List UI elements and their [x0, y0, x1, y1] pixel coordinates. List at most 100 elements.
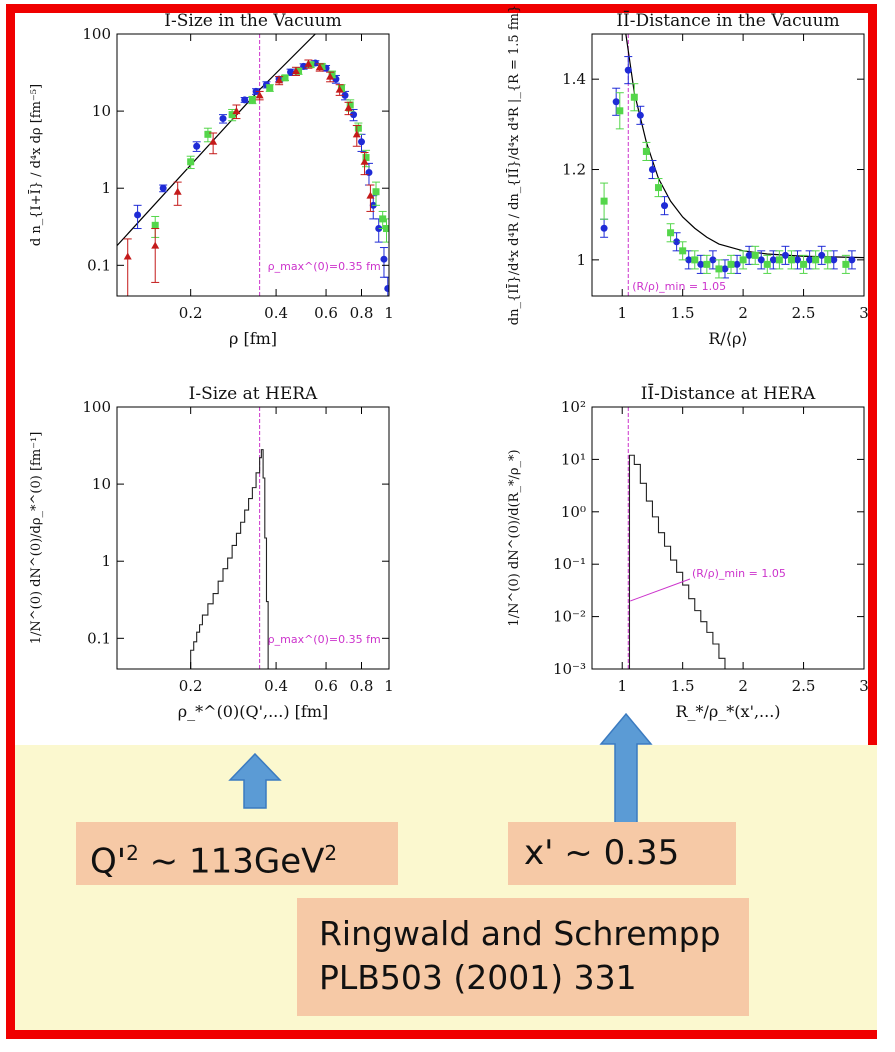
data-point: [654, 184, 662, 192]
data-point: [358, 138, 366, 146]
data-point: [350, 111, 358, 119]
data-point: [781, 251, 789, 259]
data-point: [304, 59, 313, 67]
data-point: [204, 130, 212, 138]
data-point: [812, 256, 820, 264]
up-arrow-icon-left: [228, 752, 282, 809]
data-point: [337, 84, 345, 92]
chart-p3: I-Size at HERA 0.2 0.4 0.6 0.8 1 0.1 1 10 100 ρ_*^…: [29, 384, 394, 721]
data-point: [219, 115, 227, 123]
y-axis-label: 1/N^(0) dN^(0)/dρ_*^(0) [fm⁻¹]: [29, 432, 44, 645]
data-point: [159, 184, 167, 192]
data-point: [800, 260, 808, 268]
data-point: [352, 130, 361, 138]
data-point: [769, 256, 777, 264]
annotation-label: ρ_max^(0)=0.35 fm: [268, 260, 381, 273]
x-tick-label: 2.5: [792, 304, 816, 322]
annotation-label: (R/ρ)_min = 1.05: [632, 280, 726, 293]
data-point: [384, 285, 389, 293]
data-point: [642, 147, 650, 155]
x-tick-label: 0.8: [350, 677, 374, 695]
data-point: [295, 67, 303, 75]
reference-line-2: PLB503 (2001) 331: [319, 958, 637, 997]
data-point: [824, 256, 832, 264]
data-point: [703, 260, 711, 268]
data-point: [691, 256, 699, 264]
data-point: [346, 101, 354, 109]
y-tick-label: 100: [82, 25, 111, 43]
chart-plot-area: [187, 407, 269, 669]
y-axis-label: dn_{IĪ}/d⁴x d⁴R / dn_{IĪ}/d⁴x d⁴R |_{R =…: [506, 5, 522, 326]
data-point: [187, 158, 195, 166]
annotation-label: ρ_max^(0)=0.35 fm: [268, 633, 381, 646]
data-point: [661, 202, 669, 210]
x-label-text: x' ~ 0.35: [524, 833, 680, 873]
x-tick-label: 1: [617, 304, 627, 322]
data-point: [806, 256, 814, 264]
data-point: [315, 63, 324, 71]
q2-label-rest: ~ 113GeV: [138, 841, 325, 882]
data-point: [787, 256, 795, 264]
chart-plot-area: [622, 407, 732, 669]
data-point: [630, 93, 638, 101]
chart-plot-area: [600, 34, 864, 296]
chart-title: I-Size in the Vacuum: [164, 11, 341, 31]
x-tick-label: 1.5: [671, 304, 695, 322]
data-point: [745, 251, 753, 259]
data-point: [648, 166, 656, 174]
data-point: [685, 256, 693, 264]
x-tick-label: 1: [384, 304, 394, 322]
data-point: [616, 107, 624, 115]
data-point: [636, 111, 644, 119]
y-tick-label: 10: [92, 475, 111, 493]
data-point: [291, 67, 300, 75]
chart-p4: IĪ-Distance at HERA 1 1.5 2 2.5 3 10⁻³ 10⁻² 10⁻¹…: [507, 383, 869, 721]
y-tick-label: 10: [92, 102, 111, 120]
data-point: [335, 85, 344, 93]
data-point: [733, 260, 741, 268]
data-point: [673, 238, 681, 246]
data-point: [380, 255, 388, 263]
data-point: [757, 256, 765, 264]
data-point: [697, 260, 705, 268]
data-point: [318, 62, 326, 70]
y-tick-label: 1: [101, 552, 111, 570]
data-point: [266, 84, 274, 92]
data-point: [624, 66, 632, 74]
x-tick-label: 0.8: [350, 304, 374, 322]
data-point: [281, 74, 289, 82]
chart-frame: [116, 406, 390, 670]
y-tick-label: 10⁻¹: [553, 555, 586, 573]
data-point: [228, 111, 236, 119]
annotation-label: (R/ρ)_min = 1.05: [692, 567, 786, 580]
chart-title: I-Size at HERA: [189, 384, 318, 404]
data-point: [383, 225, 389, 233]
data-point: [794, 256, 802, 264]
data-point: [818, 251, 826, 259]
y-axis-label: d n_{I+Ī} / d⁴x dρ [fm⁻⁵]: [28, 84, 44, 246]
data-point: [848, 256, 856, 264]
x-axis-label: ρ [fm]: [229, 329, 277, 348]
data-point: [255, 91, 264, 99]
data-point: [123, 252, 132, 260]
data-point: [328, 70, 336, 78]
annotation-pointer: [630, 578, 691, 602]
x-tick-label: 1: [617, 677, 627, 695]
data-point: [232, 107, 241, 115]
up-arrow-icon-right: [599, 712, 653, 835]
data-point: [727, 260, 735, 268]
x-tick-label: 3: [859, 677, 869, 695]
chart-p2: IĪ-Distance in the Vacuum 1 1.5 2 2.5 3 1 1.2 1.…: [506, 5, 869, 348]
data-point: [739, 256, 747, 264]
data-point: [248, 96, 256, 104]
x-tick-label: 2.5: [792, 677, 816, 695]
data-point: [326, 72, 335, 80]
q2-label-sup2: 2: [324, 841, 338, 865]
data-point: [600, 197, 608, 205]
y-tick-label: 0.1: [87, 629, 111, 647]
data-point: [715, 265, 723, 273]
data-point: [763, 260, 771, 268]
data-point: [275, 76, 284, 84]
data-point: [372, 188, 380, 196]
